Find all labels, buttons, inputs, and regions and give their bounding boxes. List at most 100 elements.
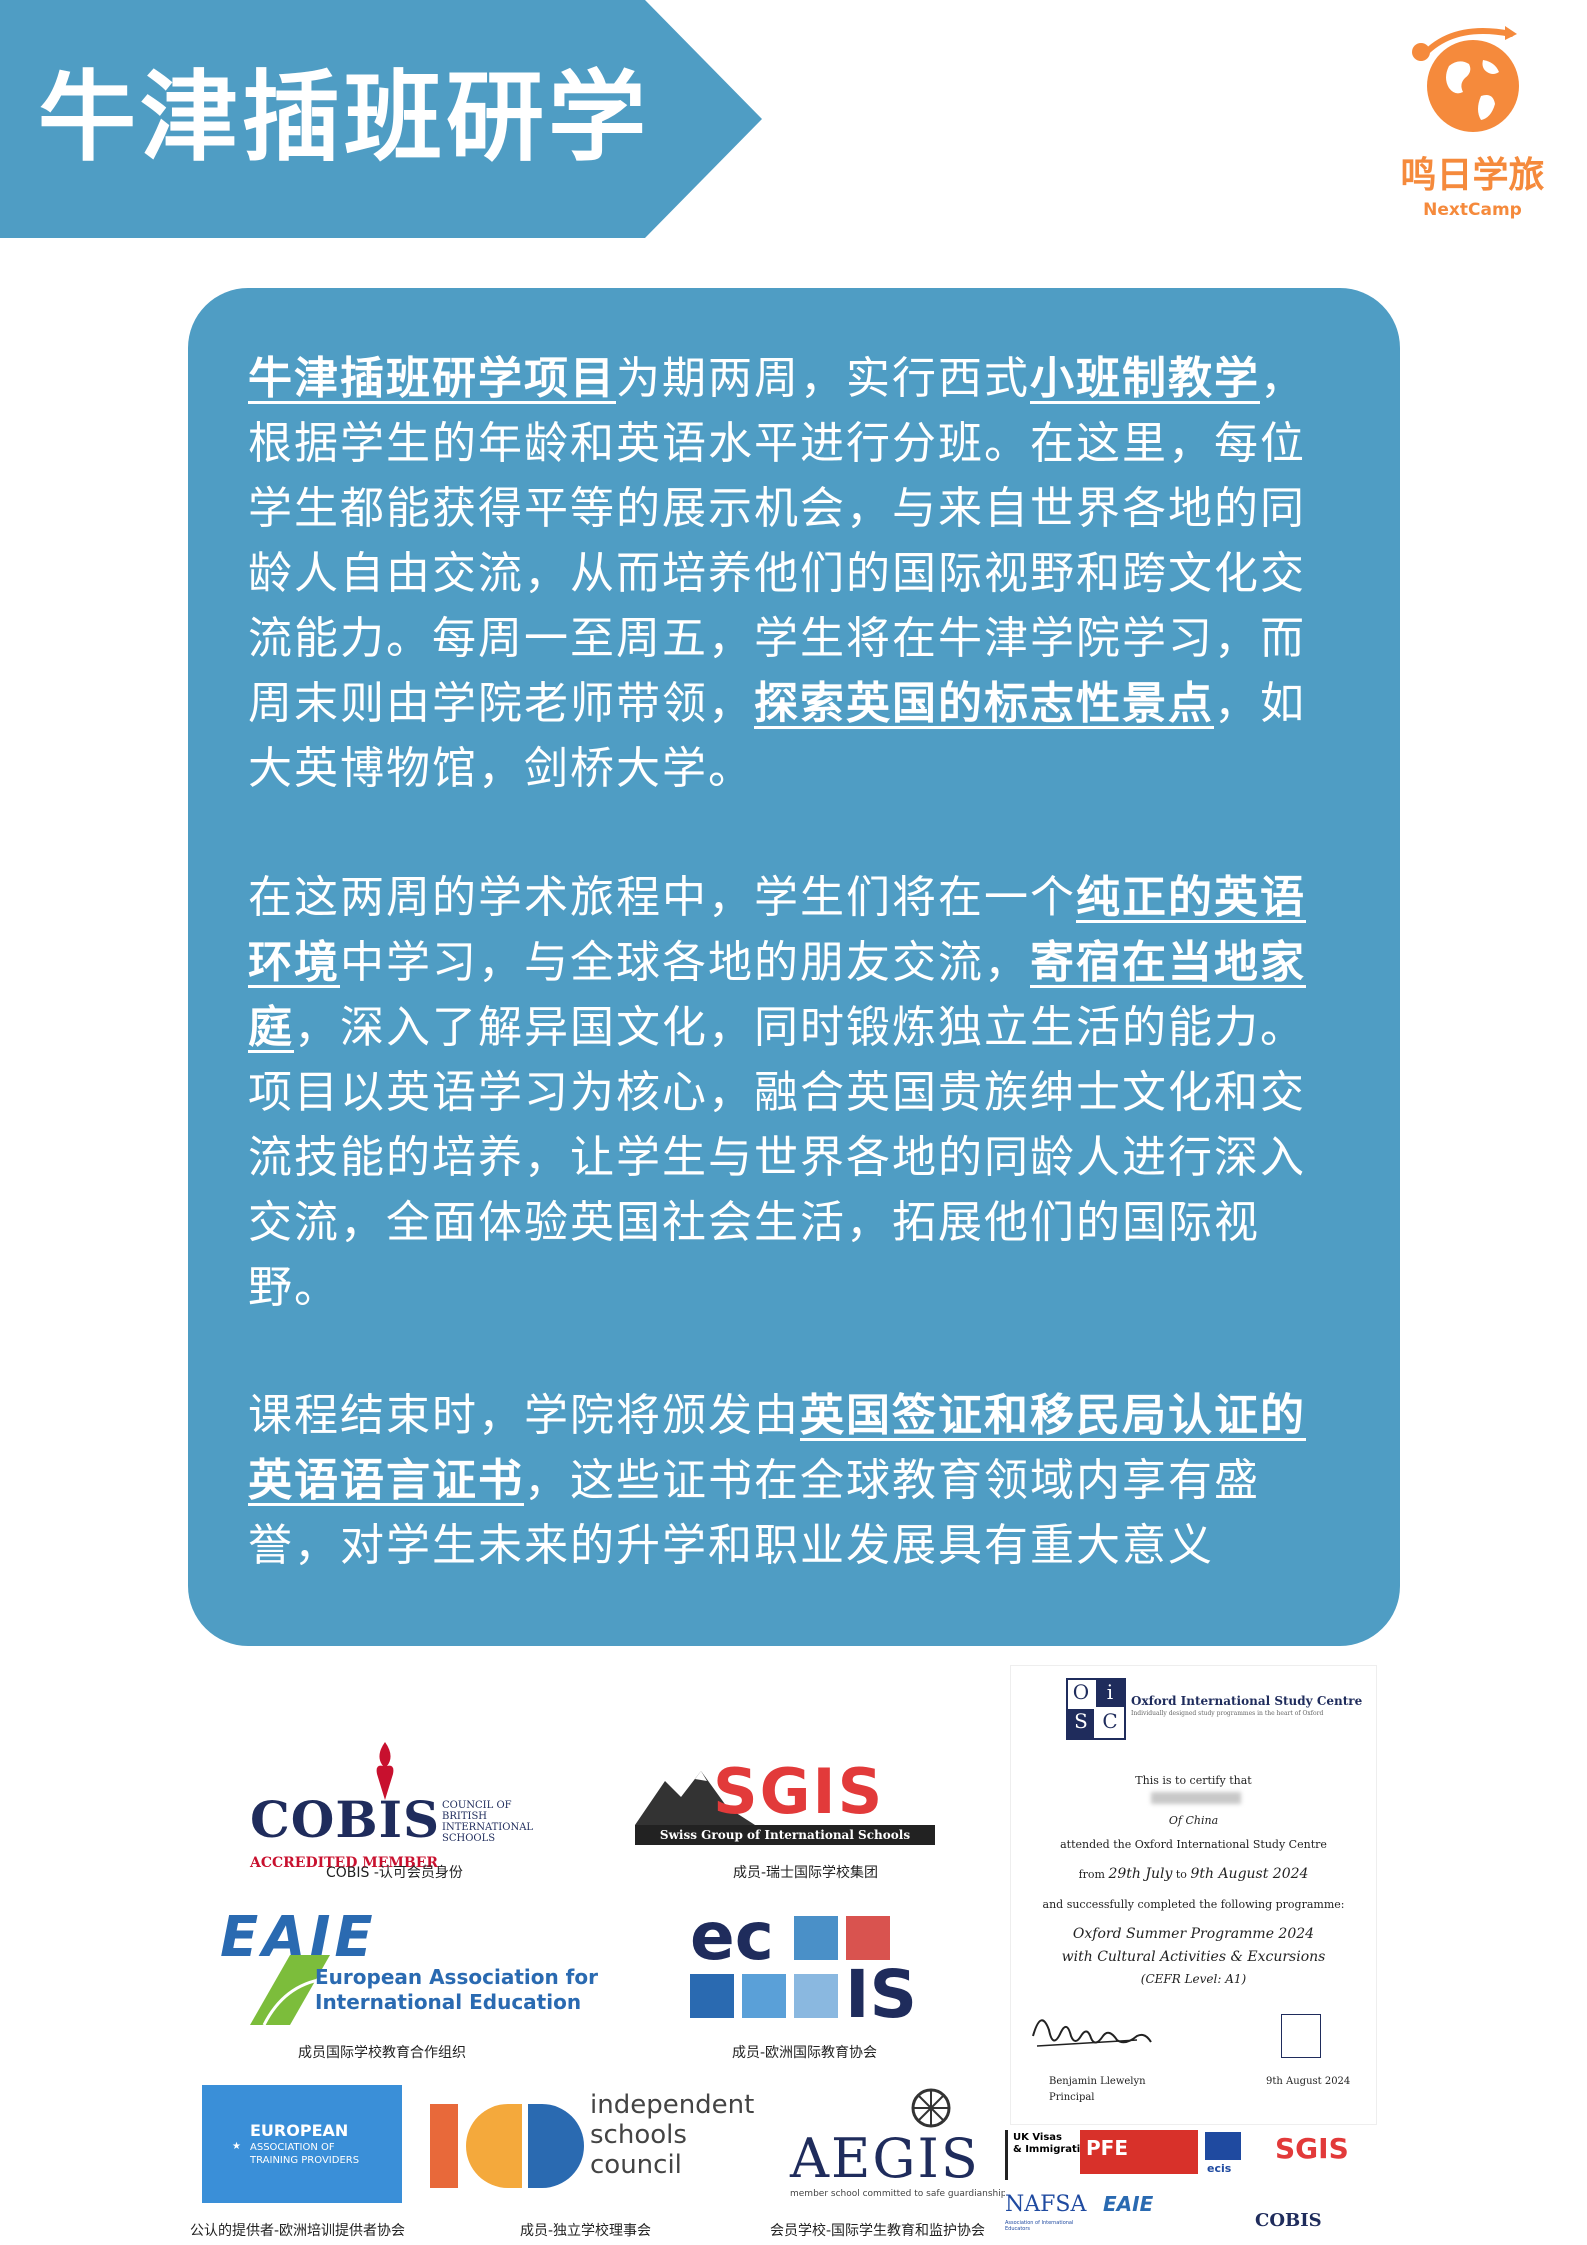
highlight-text: 英国签证和移民局认证的英语语言证书 — [248, 1390, 1306, 1506]
pfe-wordmark: PFE — [1086, 2136, 1128, 2160]
paragraph-text: 课程结束时，学院将颁发由 — [248, 1390, 800, 1441]
cert-line: Of China — [1168, 1814, 1219, 1827]
intro-paragraph-3: 课程结束时，学院将颁发由英国签证和移民局认证的英语语言证书，这些证书在全球教育领… — [248, 1383, 1328, 1578]
nafsa-logo: NAFSA — [1005, 2192, 1087, 2217]
cert-date: 9th August 2024 — [1266, 2076, 1351, 2087]
highlight-text: 牛津插班研学项目 — [248, 353, 616, 404]
oisc-letter: S — [1068, 1709, 1094, 1738]
oisc-letter: C — [1102, 1709, 1118, 1733]
sgis-mini-logo: SGIS — [1275, 2132, 1349, 2165]
aegis-caption: 会员学校-国际学生教育和监护协会 — [770, 2223, 986, 2239]
nafsa-subtitle: Association of International Educators — [1005, 2220, 1074, 2232]
cobis-side-text: COUNCIL OF BRITISH INTERNATIONAL SCHOOLS — [442, 1800, 533, 1844]
eaie-caption: 成员国际学校教育合作组织 — [298, 2045, 466, 2061]
eaie-line-1: European Association for — [315, 1965, 598, 1989]
oisc-letter: i — [1096, 1680, 1124, 1707]
intro-paragraph-1: 牛津插班研学项目为期两周，实行西式小班制教学，根据学生的年龄和英语水平进行分班。… — [248, 346, 1328, 801]
eatp-line-3: TRAINING PROVIDERS — [250, 2155, 360, 2166]
cert-signer-role: Principal — [1049, 2092, 1095, 2103]
ecis-square — [690, 1974, 734, 2018]
cert-line: attended the Oxford International Study … — [1060, 1838, 1327, 1851]
sgis-caption: 成员-瑞士国际学校集团 — [733, 1865, 879, 1881]
ecis-wordmark-bottom: IS — [845, 1956, 918, 2033]
paragraph-text: ，深入了解异国文化，同时锻炼独立生活的能力。项目以英语学习为核心，融合英国贵族绅… — [248, 1002, 1306, 1313]
brand-logo: 鸣日学旅 NextCamp — [1385, 18, 1560, 228]
signature-icon — [1032, 2019, 1152, 2047]
star-icon: ★ — [232, 2141, 241, 2152]
ukvi-logo: UK Visas & Immigration — [1013, 2132, 1094, 2156]
page-title: 牛津插班研学 — [38, 61, 651, 175]
cert-signer: Benjamin Llewelyn — [1049, 2076, 1146, 2087]
isc-shape — [466, 2104, 522, 2188]
cobis-logo: COBIS COUNCIL OF BRITISH INTERNATIONAL S… — [250, 1740, 590, 1890]
brand-name: 鸣日学旅 — [1400, 155, 1545, 196]
cert-line: This is to certify that — [1135, 1774, 1252, 1787]
accreditation-panel: COBIS COUNCIL OF BRITISH INTERNATIONAL S… — [190, 1660, 1006, 2245]
isc-line: independent — [590, 2090, 755, 2120]
eatp-logo: EUROPEAN ★ ASSOCIATION OF TRAINING PROVI… — [202, 2085, 402, 2203]
eatp-caption: 公认的提供者-欧洲培训提供者协会 — [190, 2223, 406, 2239]
intro-paragraph-2: 在这两周的学术旅程中，学生们将在一个纯正的英语环境中学习，与全球各地的朋友交流，… — [248, 865, 1328, 1320]
paragraph-text: 在这两周的学术旅程中，学生们将在一个 — [248, 872, 1076, 923]
ecis-square — [794, 1974, 838, 2018]
eatp-line-2: ASSOCIATION OF — [250, 2142, 335, 2153]
isc-line: schools — [590, 2120, 687, 2150]
mountain-icon — [635, 1771, 755, 1825]
isc-shape — [528, 2104, 584, 2188]
isc-bar — [430, 2104, 458, 2188]
ecis-square — [794, 1916, 838, 1960]
cobis-member-text: ACCREDITED MEMBER — [250, 1855, 439, 1871]
cert-programme: Oxford Summer Programme 2024 — [1072, 1926, 1315, 1942]
cobis-side-line: SCHOOLS — [442, 1833, 496, 1844]
isc-caption: 成员-独立学校理事会 — [520, 2223, 652, 2239]
oisc-logo: O i S C — [1066, 1678, 1126, 1740]
aegis-tagline: member school committed to safe guardian… — [790, 2189, 1007, 2199]
aegis-wordmark: AEGIS — [790, 2127, 980, 2190]
eaie-line-2: International Education — [315, 1990, 582, 2014]
highlight-text: 纯正的英语环境 — [248, 872, 1306, 988]
highlight-text: 寄宿在当地家庭 — [248, 937, 1306, 1053]
sgis-wordmark: SGIS — [713, 1755, 885, 1828]
ukvi-bar — [1005, 2130, 1008, 2180]
ecis-square — [846, 1916, 890, 1960]
isc-logo: independent schools council — [430, 2090, 760, 2200]
intro-card: 牛津插班研学项目为期两周，实行西式小班制教学，根据学生的年龄和英语水平进行分班。… — [188, 288, 1400, 1646]
header-banner — [0, 0, 762, 238]
paragraph-text: 中学习，与全球各地的朋友交流， — [340, 937, 1030, 988]
cobis-side-line: COUNCIL OF — [442, 1800, 512, 1811]
ecis-mini-text: ecis — [1207, 2162, 1232, 2175]
cert-programme: with Cultural Activities & Excursions — [1061, 1949, 1326, 1965]
sgis-logo: SGIS Swiss Group of International School… — [635, 1755, 940, 1865]
cobis-side-line: INTERNATIONAL — [442, 1822, 534, 1833]
cert-word: from — [1078, 1868, 1105, 1881]
ecis-mini-logo — [1205, 2132, 1241, 2160]
paragraph-text: ，如大英博物馆，剑桥大学。 — [248, 678, 1306, 794]
cobis-mini-logo: COBIS — [1255, 2210, 1322, 2231]
eaie-swoosh-icon — [250, 1955, 330, 2025]
oisc-letter: O — [1072, 1680, 1090, 1704]
paragraph-text: ，根据学生的年龄和英语水平进行分班。在这里，每位学生都能获得平等的展示机会，与来… — [248, 353, 1306, 729]
cobis-caption: COBIS -认可会员身份 — [326, 1865, 463, 1881]
eatp-line-1: EUROPEAN — [250, 2121, 349, 2140]
torch-icon — [376, 1742, 394, 1800]
eaie-logo: EAIE European Association for Internatio… — [220, 1905, 600, 2035]
membership-logos: UK Visas & Immigration PFE ecis SGIS NAF… — [1005, 2130, 1380, 2245]
highlight-text: 探索英国的标志性景点 — [754, 678, 1214, 729]
ecis-caption: 成员-欧洲国际教育协会 — [732, 2045, 878, 2061]
isc-text: independent schools council — [590, 2090, 754, 2180]
brand-subtitle: NextCamp — [1423, 200, 1522, 220]
ukvi-line: UK Visas — [1013, 2132, 1062, 2143]
ecis-logo: ec IS — [690, 1898, 920, 2035]
redacted-name — [1151, 1792, 1241, 1804]
ecis-wordmark-top: ec — [690, 1898, 774, 1975]
cert-org-tagline: Individually designed study programmes i… — [1131, 1710, 1324, 1717]
cobis-wordmark: COBIS — [250, 1790, 441, 1849]
paragraph-text: ，这些证书在全球教育领域内享有盛誉，对学生未来的升学和职业发展具有重大意义 — [248, 1455, 1260, 1571]
sgis-banner: Swiss Group of International Schools — [635, 1825, 935, 1845]
pfe-logo: PFE — [1080, 2130, 1198, 2174]
aegis-emblem-icon — [911, 2088, 951, 2128]
cert-word: to — [1175, 1868, 1187, 1881]
cert-org-name: Oxford International Study Centre — [1131, 1694, 1363, 1708]
cobis-side-line: BRITISH — [442, 1811, 488, 1822]
highlight-text: 小班制教学 — [1030, 353, 1260, 404]
